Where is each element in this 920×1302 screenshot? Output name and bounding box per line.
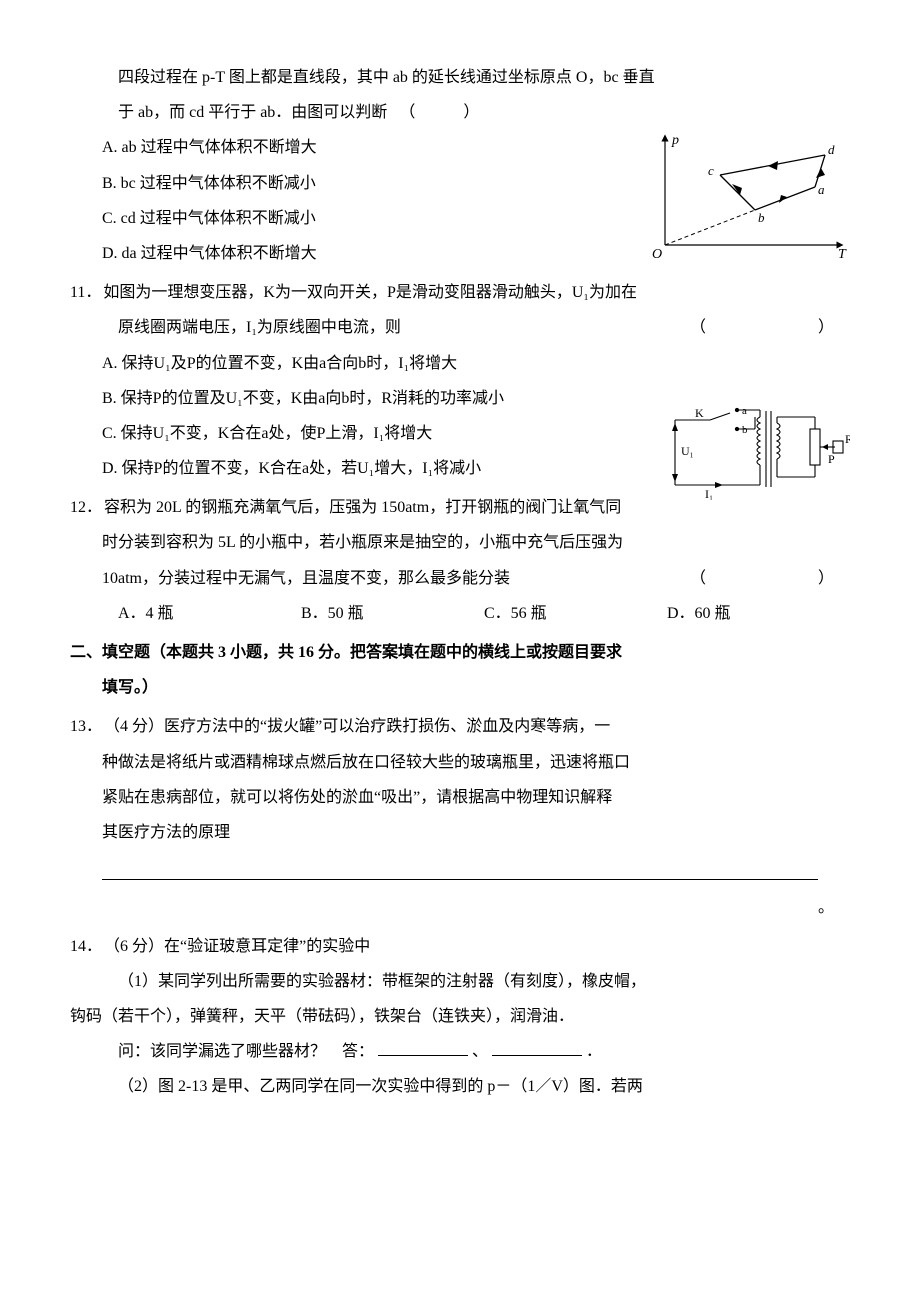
q10-line2-text: 于 ab，而 cd 平行于 ab．由图可以判断 bbox=[118, 104, 387, 121]
q11-line2: 原线圈两端电压，I₁为原线圈中电流，则 （ ） bbox=[70, 310, 850, 345]
q12-opt-D: D．60 瓶 bbox=[667, 596, 850, 631]
q11-paren: （ ） bbox=[690, 310, 850, 345]
q12: 12． 容积为 20L 的钢瓶充满氧气后，压强为 150atm，打开钢瓶的阀门让… bbox=[70, 490, 850, 631]
q10-continuation: 四段过程在 p-T 图上都是直线段，其中 ab 的延长线通过坐标原点 O，bc … bbox=[70, 60, 850, 271]
lbl-K: K bbox=[695, 406, 704, 420]
pt-d: d bbox=[828, 142, 835, 157]
q14-blank-2 bbox=[492, 1039, 582, 1056]
q12-paren: （ ） bbox=[690, 561, 850, 596]
q12-line1: 容积为 20L 的钢瓶充满氧气后，压强为 150atm，打开钢瓶的阀门让氧气同 bbox=[104, 490, 850, 525]
pt-c: c bbox=[708, 163, 714, 178]
p-t-diagram-svg: p T O a b c d bbox=[640, 130, 850, 260]
q13-num: 13． bbox=[70, 709, 102, 744]
q14-p2-l1: （2）图 2-13 是甲、乙两同学在同一次实验中得到的 p－（1／V）图．若两 bbox=[70, 1069, 850, 1104]
lbl-a: a bbox=[742, 405, 747, 417]
q13-blank-line bbox=[102, 860, 818, 880]
q12-opt-B: B．50 瓶 bbox=[301, 596, 484, 631]
q11-line1: 如图为一理想变压器，K为一双向开关，P是滑动变阻器滑动触头，U₁为加在 bbox=[103, 275, 850, 310]
section2-title: 二、填空题（本题共 3 小题，共 16 分。把答案填在题中的横线上或按题目要求 … bbox=[70, 635, 850, 705]
q13-line3: 紧贴在患病部位，就可以将伤处的淤血“吸出”，请根据高中物理知识解释 bbox=[70, 780, 850, 815]
q14-ask-prefix: 问：该同学漏选了哪些器材？ 答： bbox=[118, 1043, 374, 1060]
section2-l2: 填写。） bbox=[70, 670, 850, 705]
transformer-svg: K a b U₁ bbox=[665, 405, 850, 500]
q13-line2: 种做法是将纸片或酒精棉球点燃后放在口径较大些的玻璃瓶里，迅速将瓶口 bbox=[70, 745, 850, 780]
pt-a: a bbox=[818, 182, 825, 197]
q13-line4: 其医疗方法的原理 bbox=[70, 815, 850, 850]
q14-p1-l2: 钩码（若干个），弹簧秤，天平（带砝码），铁架台（连铁夹），润滑油． bbox=[70, 999, 850, 1034]
q11-figure: K a b U₁ bbox=[665, 405, 850, 500]
q12-num: 12． bbox=[70, 490, 102, 525]
q12-line3-text: 10atm，分装过程中无漏气，且温度不变，那么最多能分装 bbox=[102, 570, 510, 587]
lbl-b: b bbox=[742, 424, 748, 436]
q10-figure: p T O a b c d bbox=[640, 130, 850, 260]
section2-l1: 二、填空题（本题共 3 小题，共 16 分。把答案填在题中的横线上或按题目要求 bbox=[70, 635, 850, 670]
q11: 11． 如图为一理想变压器，K为一双向开关，P是滑动变阻器滑动触头，U₁为加在 … bbox=[70, 275, 850, 486]
q10-line1: 四段过程在 p-T 图上都是直线段，其中 ab 的延长线通过坐标原点 O，bc … bbox=[70, 60, 850, 95]
axis-p-label: p bbox=[671, 133, 679, 148]
q14-ask-suffix: ． bbox=[586, 1043, 602, 1060]
q12-line3: 10atm，分装过程中无漏气，且温度不变，那么最多能分装 （ ） bbox=[70, 561, 850, 596]
q14-head: （6 分）在“验证玻意耳定律”的实验中 bbox=[104, 929, 850, 964]
q10-paren: （ ） bbox=[399, 104, 479, 121]
q10-line2: 于 ab，而 cd 平行于 ab．由图可以判断 （ ） bbox=[70, 95, 850, 130]
q13-tail: 。 bbox=[70, 890, 850, 925]
q12-opt-A: A．4 瓶 bbox=[118, 596, 301, 631]
lbl-U1: U₁ bbox=[681, 444, 694, 458]
q11-opt-A: A. 保持U₁及P的位置不变，K由a合向b时，I₁将增大 bbox=[70, 346, 850, 381]
q14-blank-1 bbox=[378, 1039, 468, 1056]
q13-line1: （4 分）医疗方法中的“拔火罐”可以治疗跌打损伤、淤血及内寒等病，一 bbox=[104, 709, 850, 744]
q11-line2-text: 原线圈两端电压，I₁为原线圈中电流，则 bbox=[118, 319, 401, 336]
q13: 13． （4 分）医疗方法中的“拔火罐”可以治疗跌打损伤、淤血及内寒等病，一 种… bbox=[70, 709, 850, 924]
axis-t-label: T bbox=[838, 247, 847, 260]
q14-sep: 、 bbox=[472, 1043, 488, 1060]
q14-ask: 问：该同学漏选了哪些器材？ 答： 、 ． bbox=[70, 1034, 850, 1069]
pt-b: b bbox=[758, 210, 765, 225]
q14-num: 14． bbox=[70, 929, 102, 964]
q11-num: 11． bbox=[70, 275, 101, 310]
q12-line2: 时分装到容积为 5L 的小瓶中，若小瓶原来是抽空的，小瓶中充气后压强为 bbox=[70, 525, 850, 560]
q14-p1-l1: （1）某同学列出所需要的实验器材：带框架的注射器（有刻度），橡皮帽， bbox=[70, 964, 850, 999]
q14: 14． （6 分）在“验证玻意耳定律”的实验中 （1）某同学列出所需要的实验器材… bbox=[70, 929, 850, 1105]
lbl-R: R bbox=[845, 432, 850, 446]
lbl-P: P bbox=[828, 452, 835, 466]
q12-options: A．4 瓶 B．50 瓶 C．56 瓶 D．60 瓶 bbox=[70, 596, 850, 631]
origin-label: O bbox=[652, 247, 662, 260]
q12-opt-C: C．56 瓶 bbox=[484, 596, 667, 631]
